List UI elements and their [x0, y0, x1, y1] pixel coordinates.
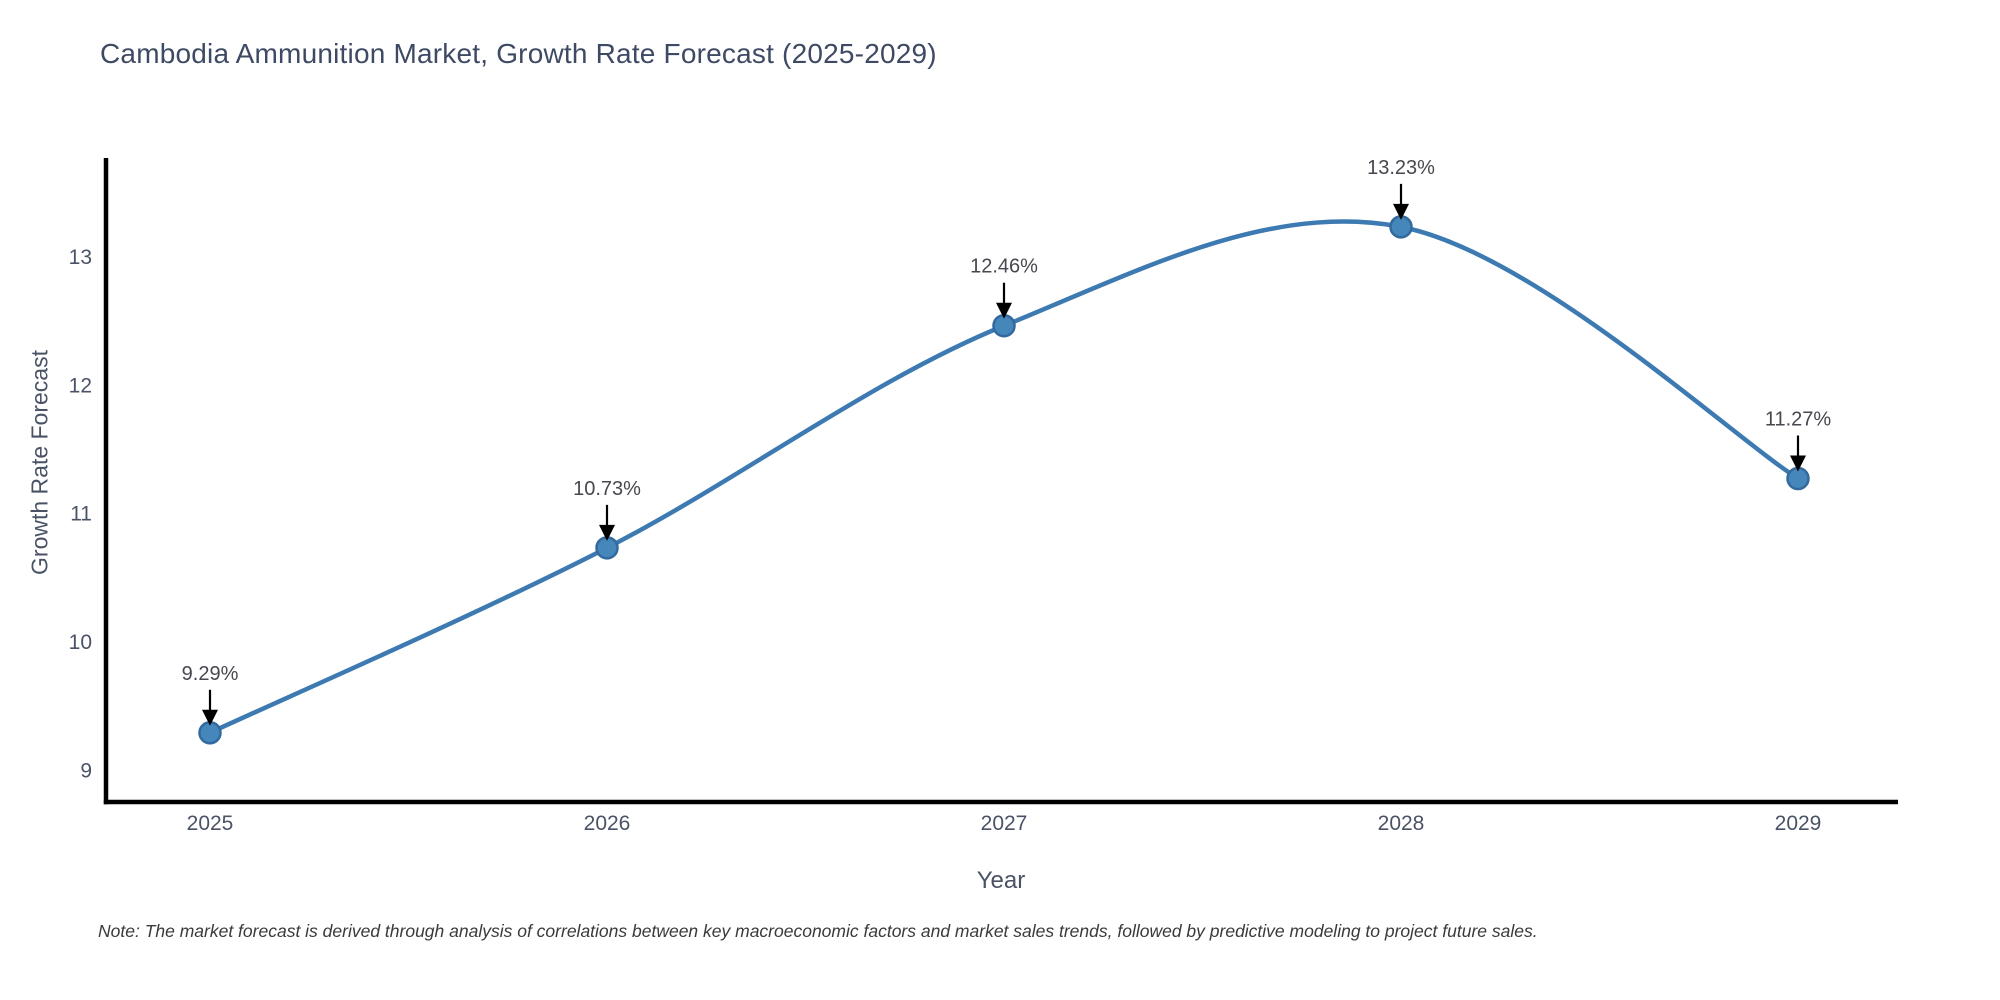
- point-value-label: 10.73%: [573, 478, 641, 500]
- x-tick-labels: 2025 2026 2027 2028 2029: [187, 812, 1822, 835]
- annotation-arrowhead-icon: [1790, 455, 1806, 472]
- x-axis-label: Year: [976, 867, 1026, 894]
- point-annotations: 9.29% 10.73% 12.46% 13.23% 11.27%: [182, 157, 1832, 726]
- annotation-arrowhead-icon: [202, 709, 218, 726]
- x-tick-label: 2025: [187, 812, 234, 835]
- chart-title: Cambodia Ammunition Market, Growth Rate …: [100, 38, 937, 69]
- x-tick-label: 2028: [1378, 812, 1425, 835]
- y-tick-label: 10: [69, 631, 92, 654]
- y-tick-label: 12: [69, 374, 92, 397]
- y-tick-label: 11: [70, 503, 92, 526]
- x-tick-label: 2029: [1775, 812, 1822, 835]
- x-tick-label: 2026: [584, 812, 631, 835]
- annotation-arrowhead-icon: [599, 524, 615, 541]
- x-tick-label: 2027: [981, 812, 1028, 835]
- point-value-label: 13.23%: [1367, 157, 1435, 179]
- annotation-arrowhead-icon: [1393, 203, 1409, 220]
- y-tick-label: 9: [80, 760, 92, 783]
- annotation-arrowhead-icon: [996, 302, 1012, 319]
- y-tick-labels: 9 10 11 12 13: [69, 246, 92, 783]
- point-value-label: 12.46%: [970, 256, 1038, 278]
- y-axis-label: Growth Rate Forecast: [26, 350, 53, 575]
- footnote: Note: The market forecast is derived thr…: [98, 921, 1538, 941]
- point-value-label: 11.27%: [1765, 409, 1832, 431]
- point-value-label: 9.29%: [182, 663, 239, 685]
- y-tick-label: 13: [69, 246, 92, 269]
